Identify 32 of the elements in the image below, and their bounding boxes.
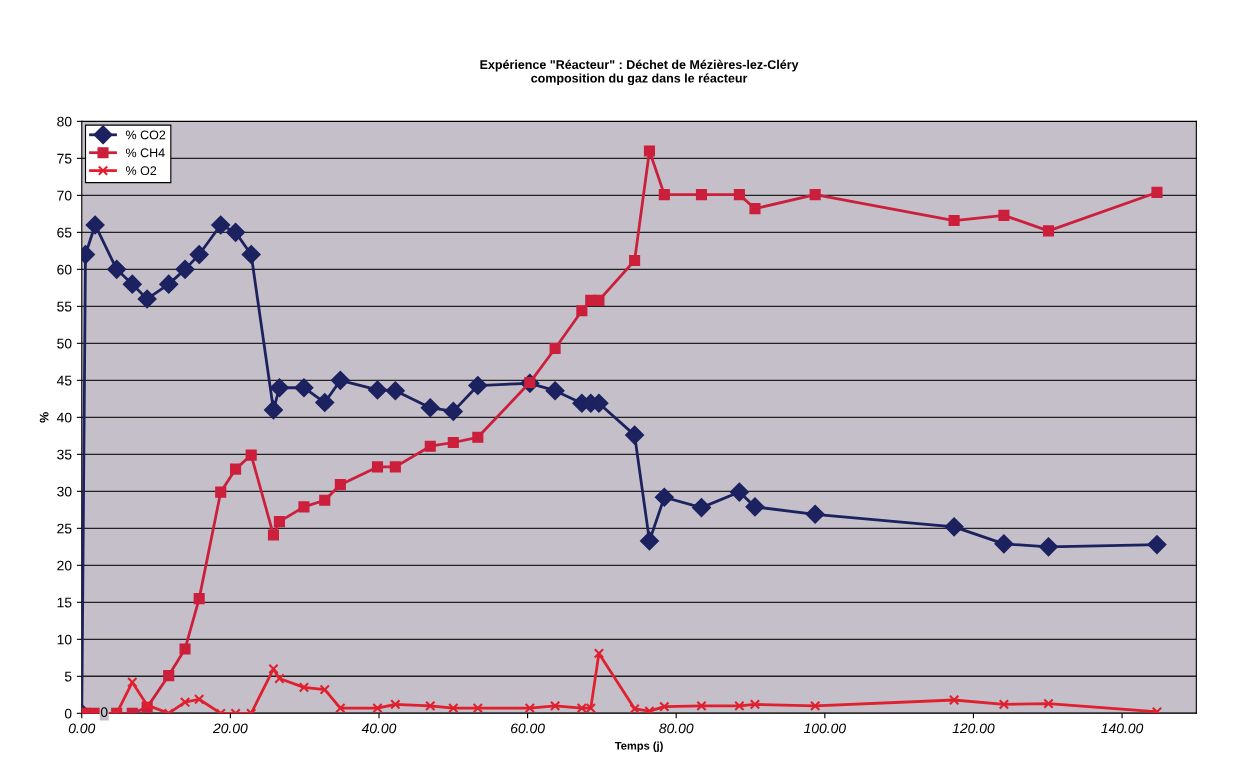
x-tick-label: 100.00 (803, 723, 846, 734)
y-tick-label: 65 (57, 227, 72, 238)
x-tick-label: 40.00 (361, 723, 397, 734)
y-tick-label: 10 (57, 634, 72, 645)
y-tick-label: 35 (57, 449, 72, 460)
y-tick-label: 75 (57, 153, 72, 164)
y-tick-label: 55 (57, 301, 72, 312)
y-tick-label: 60 (57, 264, 72, 275)
y-tick-label: 5 (64, 671, 72, 682)
legend-label: % CH4 (125, 148, 165, 158)
y-tick-label: 20 (57, 560, 72, 571)
y-tick-label: 50 (57, 338, 72, 349)
x-axis-title: Temps (j) (614, 741, 663, 752)
x-tick-label: 20.00 (212, 723, 248, 734)
y-tick-label: 15 (57, 597, 72, 608)
x-tick-label: 60.00 (511, 723, 545, 734)
y-tick-label: 70 (57, 190, 72, 201)
x-tick-label: 80.00 (659, 723, 694, 734)
legend-label: % O2 (125, 166, 157, 176)
x-tick-label: 0.00 (68, 723, 96, 734)
y-tick-label: 30 (57, 486, 72, 497)
y-axis-title: % (39, 412, 49, 423)
annotation: 0 (100, 707, 108, 718)
y-tick-label: 25 (57, 523, 72, 534)
legend-label: % CO2 (125, 130, 166, 140)
y-tick-label: 40 (56, 412, 72, 423)
chart-title: Expérience "Réacteur" : Déchet de Mézières-lez-Cléry composition du gaz dans le réacteur (480, 59, 799, 86)
y-tick-label: 45 (56, 375, 72, 386)
x-tick-label: 140.00 (1101, 723, 1144, 734)
x-tick-label: 120.00 (952, 723, 995, 734)
y-tick-label: 0 (64, 708, 72, 719)
y-tick-label: 80 (57, 116, 72, 127)
